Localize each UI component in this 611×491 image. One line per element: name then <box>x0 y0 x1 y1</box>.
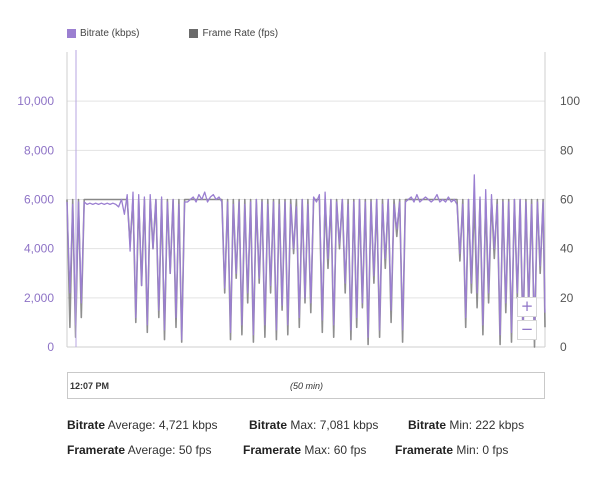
stat-label: Average: <box>107 418 156 432</box>
y-left-tick-label: 2,000 <box>24 291 54 305</box>
stat-label: Min: <box>456 443 480 457</box>
y-right-tick-label: 100 <box>560 94 580 108</box>
chart-series <box>66 174 546 348</box>
stat-label: Min: <box>449 418 473 432</box>
timeline-duration: (50 min) <box>290 381 324 391</box>
y-axis-right: 0 20 40 60 80 100 <box>560 94 580 354</box>
chart-legend: Bitrate (kbps) Frame Rate (fps) <box>67 26 328 40</box>
framerate-max-stat: Framerate Max: 60 fps <box>243 443 366 457</box>
stat-value: 4,721 kbps <box>158 418 218 432</box>
framerate-min-stat: Framerate Min: 0 fps <box>395 443 508 457</box>
zoom-out-button[interactable]: − <box>517 320 537 340</box>
stat-value: 0 fps <box>482 443 509 457</box>
framerate-average-stat: Framerate Average: 50 fps <box>67 443 212 457</box>
stat-name: Framerate <box>67 443 126 457</box>
stat-name: Bitrate <box>408 418 447 432</box>
legend-item-bitrate[interactable]: Bitrate (kbps) <box>67 28 139 39</box>
zoom-controls: + − <box>517 297 537 343</box>
timeline-navigator[interactable]: 12:07 PM (50 min) <box>67 372 545 399</box>
stat-value: 60 fps <box>333 443 367 457</box>
bitrate-max-stat: Bitrate Max: 7,081 kbps <box>249 418 378 432</box>
stat-name: Bitrate <box>249 418 288 432</box>
stat-label: Average: <box>127 443 176 457</box>
bitrate-swatch-icon <box>67 28 76 38</box>
y-left-tick-label: 0 <box>47 340 54 354</box>
y-right-tick-label: 0 <box>560 340 567 354</box>
bitrate-min-stat: Bitrate Min: 222 kbps <box>408 418 524 432</box>
y-left-tick-label: 8,000 <box>24 143 54 157</box>
stat-label: Max: <box>290 418 317 432</box>
timeline-start-time: 12:07 PM <box>70 381 110 391</box>
stream-chart[interactable]: 0 2,000 4,000 6,000 8,000 10,000 0 20 40 60 80 100 <box>0 0 611 370</box>
stat-value: 222 kbps <box>475 418 525 432</box>
bitrate-average-stat: Bitrate Average: 4,721 kbps <box>67 418 218 432</box>
framerate-stats-row: Framerate Average: 50 fps Framerate Max:… <box>67 443 587 459</box>
bitrate-stats-row: Bitrate Average: 4,721 kbps Bitrate Max:… <box>67 418 587 434</box>
legend-label-framerate: Frame Rate (fps) <box>202 27 279 39</box>
stat-name: Framerate <box>243 443 302 457</box>
y-axis-left: 0 2,000 4,000 6,000 8,000 10,000 <box>17 94 54 354</box>
stat-name: Framerate <box>395 443 454 457</box>
stat-value: 7,081 kbps <box>319 418 379 432</box>
y-right-tick-label: 40 <box>560 242 574 256</box>
y-left-tick-label: 4,000 <box>24 242 54 256</box>
y-right-tick-label: 80 <box>560 143 574 157</box>
framerate-swatch-icon <box>189 28 199 38</box>
y-left-tick-label: 6,000 <box>24 193 54 207</box>
legend-item-framerate[interactable]: Frame Rate (fps) <box>189 28 278 39</box>
stat-label: Max: <box>304 443 331 457</box>
y-right-tick-label: 60 <box>560 193 574 207</box>
series-line-bitrate <box>66 174 546 341</box>
stat-value: 50 fps <box>178 443 212 457</box>
legend-label-bitrate: Bitrate (kbps) <box>80 27 140 39</box>
stat-name: Bitrate <box>67 418 106 432</box>
y-left-tick-label: 10,000 <box>17 94 54 108</box>
y-right-tick-label: 20 <box>560 291 574 305</box>
zoom-in-button[interactable]: + <box>517 297 537 317</box>
